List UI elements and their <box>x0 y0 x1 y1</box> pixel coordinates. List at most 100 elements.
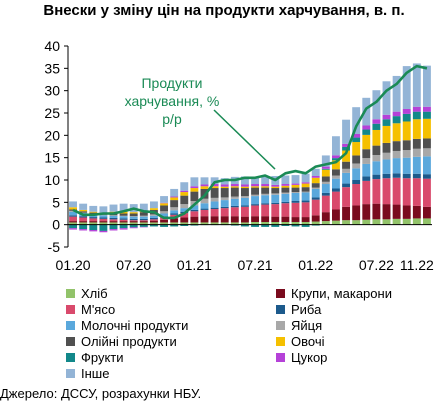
bar-segment-1-27 <box>342 206 350 221</box>
chart-title: Внески у зміну цін на продукти харчуванн… <box>43 2 405 19</box>
bar-segment-5-24 <box>311 187 320 189</box>
x-tick-label: 07.21 <box>238 257 273 273</box>
bar-segment-5-21 <box>281 192 290 194</box>
bar-segment-2-34 <box>412 178 421 206</box>
bar-segment-9-30 <box>372 119 381 124</box>
bar-segment-10-1 <box>79 203 88 210</box>
bar-segment-0-4 <box>109 222 118 225</box>
bar-segment-4-18 <box>251 196 259 205</box>
bar-segment-7-35 <box>423 118 431 139</box>
bar-segment-8-29 <box>362 129 371 135</box>
bar-segment-4-14 <box>210 201 219 208</box>
legend-label: Яйця <box>291 318 323 333</box>
legend-swatch <box>276 305 285 314</box>
legend-swatch <box>276 353 285 362</box>
line-label: Продукти <box>141 75 202 91</box>
bar-segment-4-30 <box>372 161 381 175</box>
bar-segment-0-1 <box>79 222 88 225</box>
bar-segment-10-31 <box>382 81 391 115</box>
bar-segment-5-29 <box>362 158 371 164</box>
bar-segment-9-34 <box>412 106 421 112</box>
bar-segment-0-0 <box>69 222 77 225</box>
bar-segment-9-0 <box>69 228 77 230</box>
bar-segment-4-10 <box>170 210 179 214</box>
bar-segment-7-32 <box>392 123 401 142</box>
bar-segment-1-13 <box>200 216 209 223</box>
bar-segment-4-33 <box>402 157 411 174</box>
y-tick-label: 40 <box>44 38 60 54</box>
bar-segment-3-27 <box>342 183 350 188</box>
bar-segment-1-20 <box>271 216 280 222</box>
bar-segment-10-35 <box>423 65 431 107</box>
bar-segment-1-17 <box>241 216 249 223</box>
bar-segment-9-25 <box>321 166 330 169</box>
legend-swatch <box>66 353 75 362</box>
bar-segment-10-30 <box>372 90 381 120</box>
bar-segment-0-30 <box>372 219 381 225</box>
bar-segment-5-33 <box>402 150 411 158</box>
bar-segment-0-17 <box>241 222 249 225</box>
bar-segment-8-18 <box>251 224 259 227</box>
legend-label: Крупи, макарони <box>291 286 392 301</box>
bar-segment-1-31 <box>382 204 391 220</box>
bar-segment-1-14 <box>210 216 219 223</box>
bar-segment-5-16 <box>230 196 239 199</box>
bar-segment-7-16 <box>230 186 239 188</box>
bar-segment-3-5 <box>119 218 128 220</box>
bar-segment-6-21 <box>281 187 290 193</box>
bar-segment-0-24 <box>311 221 320 225</box>
bar-segment-3-20 <box>271 202 280 205</box>
bar-segment-4-8 <box>150 215 158 218</box>
bar-segment-2-18 <box>251 205 259 217</box>
bar-segment-0-29 <box>362 219 371 225</box>
bar-segment-2-20 <box>271 204 280 217</box>
bar-segment-4-12 <box>190 205 199 210</box>
bar-segment-9-10 <box>170 196 179 198</box>
bar-segment-6-16 <box>230 187 239 197</box>
bar-segment-7-28 <box>352 142 361 156</box>
bar-segment-10-13 <box>200 177 209 185</box>
bar-segment-5-23 <box>301 191 310 193</box>
bar-segment-10-15 <box>220 178 229 185</box>
bar-segment-8-23 <box>301 224 310 227</box>
bar-segment-1-19 <box>261 216 270 222</box>
bar-segment-5-32 <box>392 150 401 159</box>
bar-segment-2-14 <box>210 209 219 217</box>
bar-segment-5-35 <box>423 148 431 157</box>
bar-segment-1-30 <box>372 203 381 220</box>
legend-label: Інше <box>81 366 110 381</box>
bar-segment-8-2 <box>89 224 98 231</box>
bar-segment-2-26 <box>332 191 340 210</box>
bar-segment-10-17 <box>241 176 249 185</box>
bar-segment-2-27 <box>342 187 350 207</box>
bar-segment-1-32 <box>392 204 401 219</box>
bar-segment-3-6 <box>129 218 138 221</box>
bar-segment-3-23 <box>301 200 310 203</box>
legend-item: Риба <box>276 302 321 317</box>
bar-segment-7-33 <box>402 121 411 141</box>
x-tick-label: 01.20 <box>56 257 91 273</box>
bar-segment-2-33 <box>402 178 411 206</box>
bar-segment-7-29 <box>362 134 371 150</box>
bar-segment-3-3 <box>99 217 108 219</box>
bar-segment-5-19 <box>261 193 270 196</box>
bar-segment-9-22 <box>291 183 300 185</box>
bar-segment-10-26 <box>332 136 340 156</box>
bar-segment-2-23 <box>301 202 310 218</box>
bar-segment-0-12 <box>190 222 199 225</box>
bar-segment-4-22 <box>291 192 300 201</box>
bar-segment-9-23 <box>301 182 310 184</box>
line-label: р/р <box>162 111 182 127</box>
bar-segment-4-17 <box>241 197 249 206</box>
bar-segment-1-26 <box>332 209 340 221</box>
bar-segment-9-18 <box>251 184 259 187</box>
bar-segment-8-26 <box>332 158 340 161</box>
bar-segment-1-5 <box>119 221 128 223</box>
bar-segment-9-13 <box>200 184 209 187</box>
bar-segment-9-12 <box>190 186 199 189</box>
bar-segment-2-5 <box>119 219 128 222</box>
bar-segment-10-4 <box>109 204 118 212</box>
bar-segment-8-19 <box>261 224 270 227</box>
bar-segment-6-26 <box>332 169 340 176</box>
bar-segment-4-7 <box>139 216 148 219</box>
